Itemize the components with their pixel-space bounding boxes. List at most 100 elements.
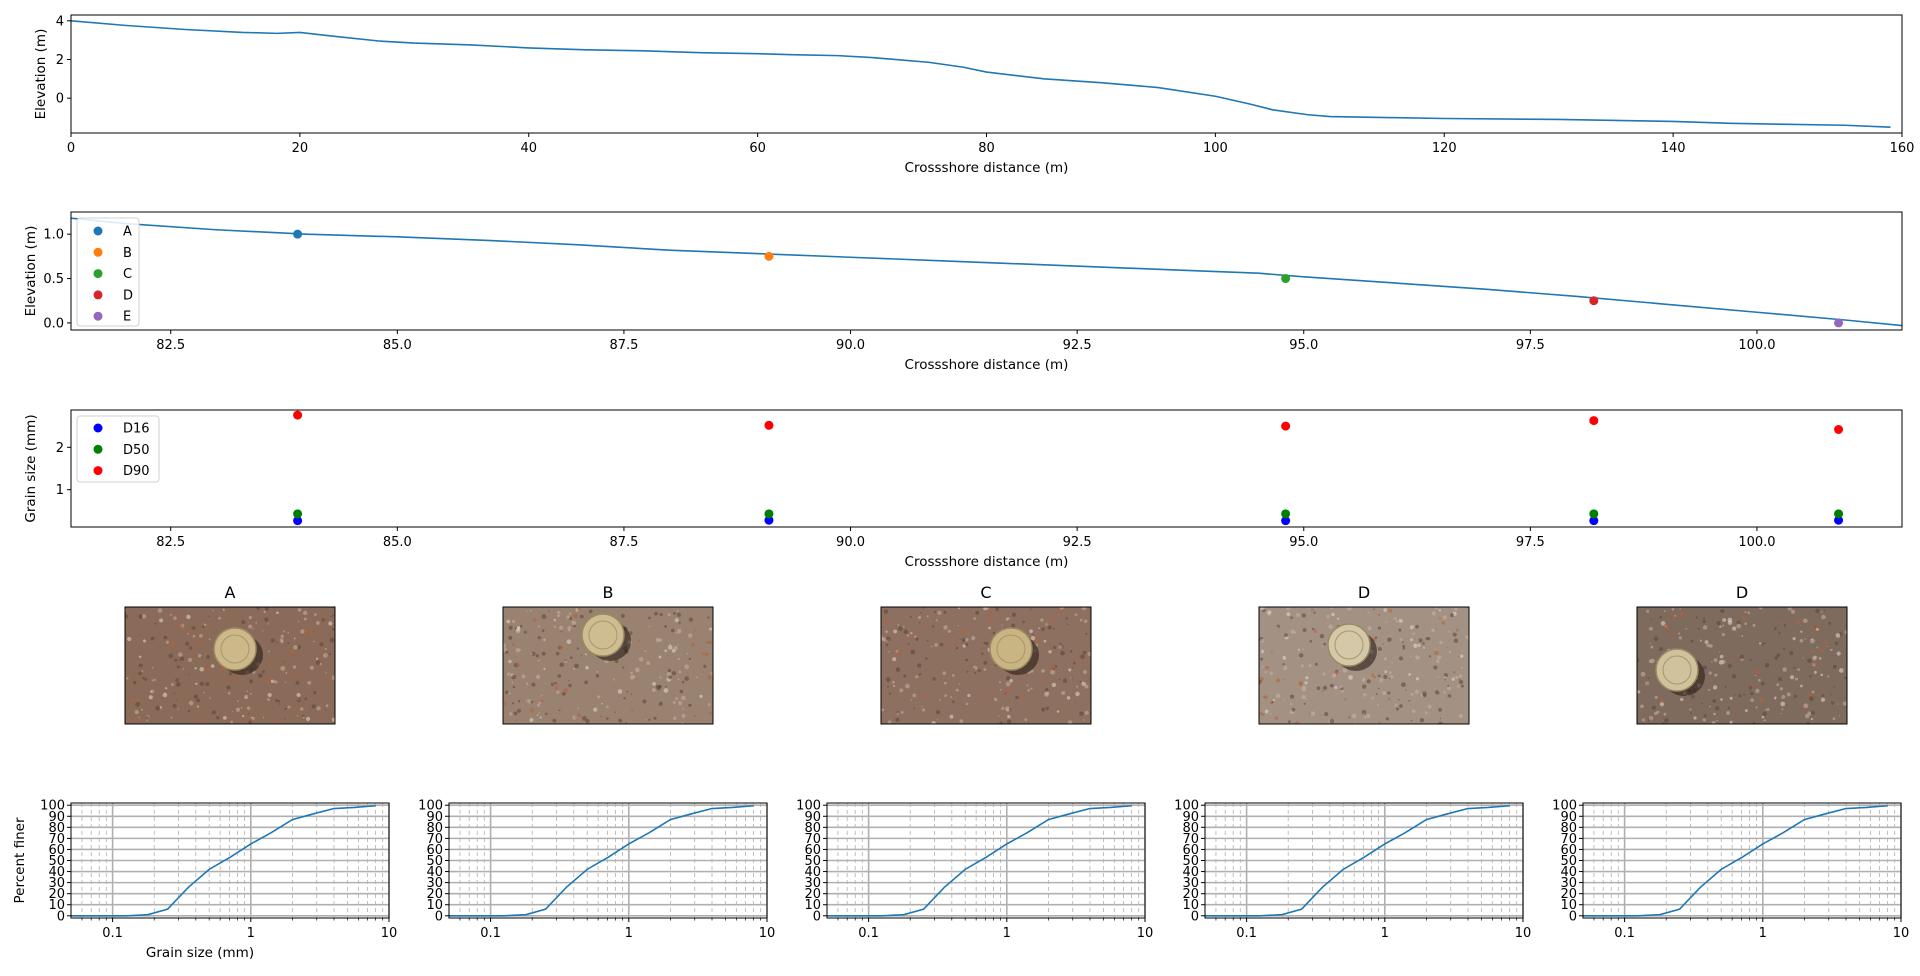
- x-tick-label: 20: [292, 141, 309, 156]
- y-tick-label: 10: [1560, 898, 1577, 913]
- x-tick-label: 100: [1203, 141, 1228, 156]
- legend-marker: [93, 466, 103, 476]
- legend-label: A: [123, 225, 132, 240]
- x-tick-label: 90.0: [836, 338, 865, 353]
- y-tick-label: 0: [813, 909, 821, 924]
- point-d90: [1834, 425, 1844, 434]
- point-d16: [1834, 515, 1844, 525]
- samples-chart: 82.5 85.0 87.5 90.0 92.5 95.0 97.5 100.0 0.0 0.5 1…: [23, 211, 1903, 373]
- y-tick-label: 70: [1182, 832, 1199, 847]
- point-d16: [1281, 516, 1291, 526]
- legend-label: D50: [123, 443, 150, 458]
- y-tick-label: 60: [1560, 843, 1577, 858]
- y-axis-label: Elevation (m): [33, 29, 49, 120]
- coin: [581, 613, 625, 657]
- x-tick-label: 85.0: [383, 535, 412, 550]
- axes-frame: [448, 802, 768, 919]
- legend-label: D: [123, 288, 133, 303]
- legend-box: [76, 415, 160, 483]
- coin: [989, 627, 1033, 671]
- x-tick-label: 82.5: [156, 535, 185, 550]
- point-d90: [1589, 416, 1599, 426]
- x-axis-label: Crossshore distance (m): [905, 554, 1069, 570]
- y-tick-label: 0: [1191, 909, 1199, 924]
- x-tick-label: 140: [1661, 141, 1686, 156]
- x-tick-label: 80: [978, 141, 995, 156]
- photo-title: D: [1358, 583, 1370, 602]
- point-d50: [1834, 509, 1844, 519]
- y-tick-label: 60: [426, 843, 443, 858]
- y-tick-label: 0: [1569, 909, 1577, 924]
- photo-image: [503, 607, 713, 724]
- coin: [1327, 623, 1371, 667]
- y-tick-label: 0.0: [43, 316, 64, 331]
- y-axis-label: Percent finer: [12, 817, 28, 903]
- gradation-curve: [449, 804, 754, 917]
- x-tick-label: 97.5: [1516, 535, 1545, 550]
- y-tick-label: 60: [48, 843, 65, 858]
- x-tick-label: 0.1: [102, 926, 123, 941]
- y-tick-label: 50: [1560, 854, 1577, 869]
- sample-photo: D: [1636, 583, 1848, 725]
- y-tick-label: 20: [1560, 887, 1577, 902]
- legend-label: E: [123, 310, 131, 325]
- y-tick-label: 40: [1560, 865, 1577, 880]
- y-tick-label: 10: [1182, 898, 1199, 913]
- x-axis-label: Crossshore distance (m): [905, 357, 1069, 373]
- photo-frame: [880, 606, 1092, 725]
- x-tick-label: 92.5: [1063, 535, 1092, 550]
- photo-frame: [1258, 606, 1470, 725]
- legend-label: C: [123, 267, 132, 282]
- photo-frame: [124, 606, 336, 725]
- y-tick-label: 90: [48, 810, 65, 825]
- axes-frame: [1204, 802, 1524, 919]
- y-tick-label: 1: [56, 483, 64, 498]
- x-tick-label: 82.5: [156, 338, 185, 353]
- y-tick-label: 30: [1182, 876, 1199, 891]
- legend-box: [76, 217, 140, 327]
- photo-title: C: [980, 583, 991, 602]
- y-tick-label: 50: [48, 854, 65, 869]
- x-tick-label: 95.0: [1289, 338, 1318, 353]
- y-tick-label: 80: [48, 821, 65, 836]
- y-tick-label: 60: [804, 843, 821, 858]
- x-tick-label: 10: [1515, 926, 1532, 941]
- photo-image: [1637, 607, 1847, 724]
- axes-frame: [70, 14, 1903, 134]
- x-tick-label: 10: [1893, 926, 1910, 941]
- x-tick-label: 1: [1381, 926, 1389, 941]
- point-d90: [1281, 421, 1291, 431]
- x-tick-label: 0.1: [1236, 926, 1257, 941]
- y-tick-label: 50: [426, 854, 443, 869]
- legend-marker: [93, 444, 103, 454]
- x-tick-label: 0.1: [858, 926, 879, 941]
- gradation-curve: [1583, 804, 1888, 917]
- x-tick-label: 120: [1432, 141, 1457, 156]
- photo-frame: [1636, 606, 1848, 725]
- legend-marker: [93, 226, 103, 236]
- y-tick-label: 10: [426, 898, 443, 913]
- legend-marker: [93, 423, 103, 433]
- point-d16: [1589, 516, 1599, 526]
- sample-photo: B: [502, 583, 714, 725]
- legend-marker: [93, 247, 103, 257]
- sample-point-C: [1281, 274, 1291, 284]
- x-tick-label: 0.1: [1614, 926, 1635, 941]
- y-tick-label: 40: [426, 865, 443, 880]
- profile-line: [70, 20, 1891, 128]
- y-tick-label: 100: [1174, 799, 1199, 814]
- y-tick-label: 70: [426, 832, 443, 847]
- x-tick-label: 10: [759, 926, 776, 941]
- x-tick-label: 0: [67, 141, 75, 156]
- y-tick-label: 100: [1552, 799, 1577, 814]
- photo-title: A: [225, 583, 236, 602]
- axes-frame: [70, 409, 1903, 528]
- x-axis-label: Grain size (mm): [146, 945, 254, 961]
- x-tick-label: 1: [1003, 926, 1011, 941]
- point-d90: [293, 410, 303, 420]
- y-tick-label: 30: [804, 876, 821, 891]
- x-tick-label: 100.0: [1738, 338, 1775, 353]
- sample-photo: D: [1258, 583, 1470, 725]
- x-tick-label: 10: [381, 926, 398, 941]
